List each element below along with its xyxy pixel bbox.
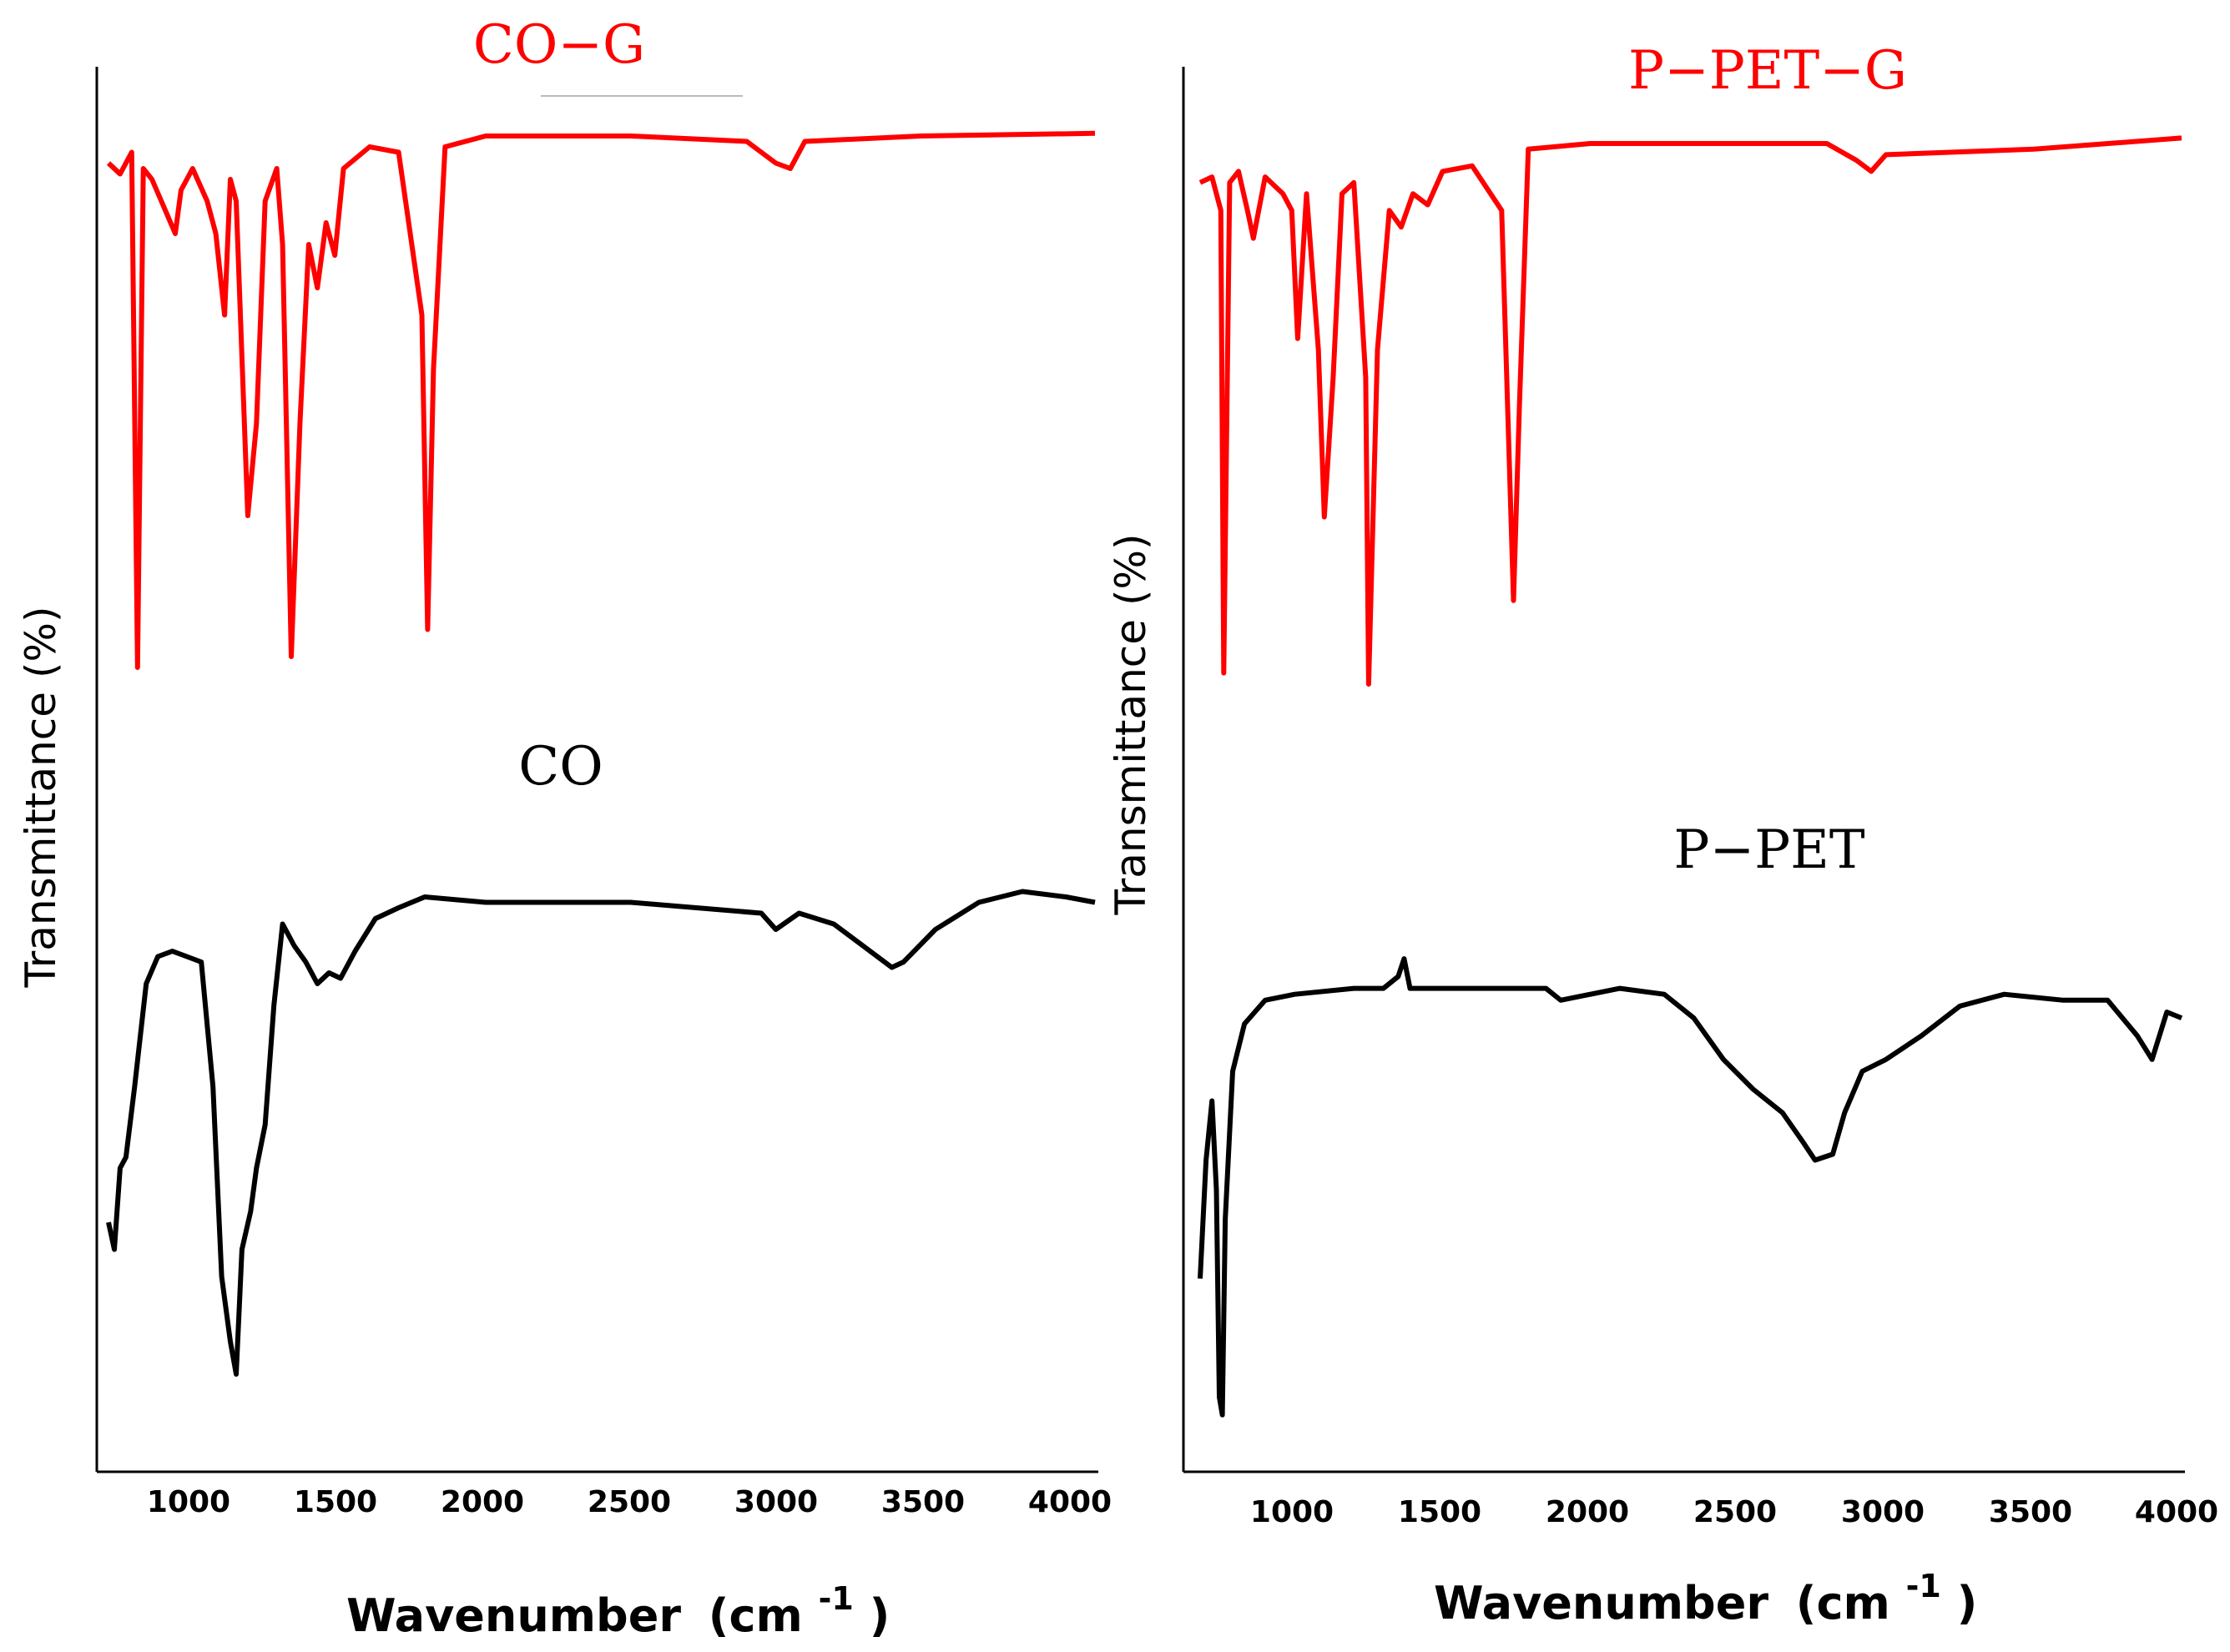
right-x-tick-label: 1000 bbox=[1250, 1495, 1334, 1529]
left-x-axis-title: Wavenumber (cm -1 ) bbox=[346, 1568, 890, 1642]
right-series-label-p-pet: P−PET bbox=[1673, 819, 1864, 881]
right-panel: 1000 1500 2000 2500 3000 3500 4000 Waven… bbox=[1107, 40, 2218, 1629]
left-x-ticks: 1000 1500 2000 2500 3000 3500 4000 bbox=[147, 1485, 1112, 1519]
left-panel: 1000 1500 2000 2500 3000 3500 4000 Waven… bbox=[17, 14, 1112, 1642]
left-series-label-co: CO bbox=[518, 736, 603, 798]
left-series-co-g-line bbox=[106, 130, 1096, 670]
right-x-tick-label: 3500 bbox=[1989, 1495, 2072, 1529]
right-x-tick-label: 4000 bbox=[2135, 1495, 2218, 1529]
right-x-tick-label: 3000 bbox=[1841, 1495, 1925, 1529]
right-series-label-p-pet-g: P−PET−G bbox=[1628, 40, 1907, 102]
right-y-axis-title: Transmittance (%) bbox=[1107, 534, 1155, 916]
left-series-co-line bbox=[106, 889, 1096, 1377]
left-x-tick-label: 3500 bbox=[881, 1485, 965, 1519]
right-x-axis-title: Wavenumber (cm -1 ) bbox=[1434, 1555, 1977, 1629]
right-series-p-pet-line bbox=[1198, 956, 2183, 1418]
left-x-tick-label: 2000 bbox=[441, 1485, 524, 1519]
right-x-tick-label: 1500 bbox=[1398, 1495, 1481, 1529]
right-x-ticks: 1000 1500 2000 2500 3000 3500 4000 bbox=[1250, 1495, 2218, 1529]
right-x-tick-label: 2500 bbox=[1693, 1495, 1777, 1529]
left-x-tick-label: 2500 bbox=[588, 1485, 671, 1519]
right-series-p-pet-g-line bbox=[1198, 135, 2182, 687]
left-x-tick-label: 1000 bbox=[147, 1485, 230, 1519]
left-x-tick-label: 1500 bbox=[294, 1485, 377, 1519]
left-series-label-co-g: CO−G bbox=[473, 14, 645, 76]
right-x-tick-label: 2000 bbox=[1546, 1495, 1629, 1529]
left-x-tick-label: 3000 bbox=[734, 1485, 818, 1519]
left-x-tick-label: 4000 bbox=[1028, 1485, 1112, 1519]
left-y-axis-title: Transmittance (%) bbox=[17, 607, 65, 989]
